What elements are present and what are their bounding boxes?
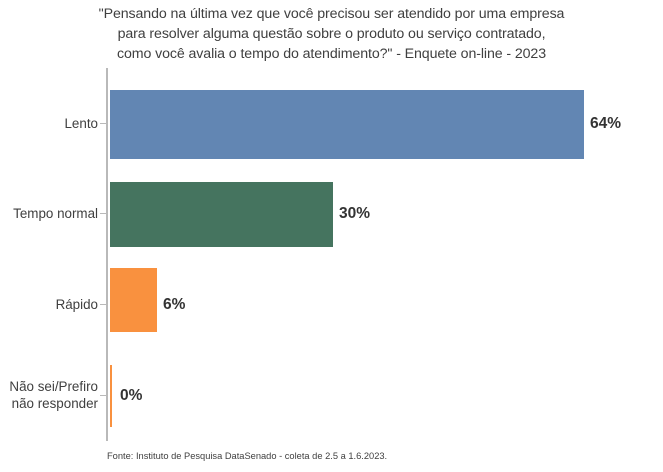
y-axis-label-nao-sei-line-2: não responder [11,396,98,411]
y-axis-tick-tempo-normal [100,213,106,214]
y-axis-label-rapido: Rápido [55,297,98,312]
y-axis-tick-lento [100,123,106,124]
y-axis-line [106,68,108,441]
y-axis-tick-rapido [100,304,106,305]
source-note: Fonte: Instituto de Pesquisa DataSenado … [107,451,388,461]
bar-nao-sei [110,365,112,427]
chart-title: "Pensando na última vez que você preciso… [0,4,663,64]
bar-tempo-normal [110,182,333,247]
chart-title-line-1: "Pensando na última vez que você preciso… [98,6,565,22]
y-axis-tick-nao-sei [100,395,106,396]
y-axis-label-lento: Lento [64,116,98,131]
bar-value-lento: 64% [590,115,622,132]
bar-value-nao-sei: 0% [120,387,143,404]
y-axis-label-nao-sei: Não sei/Prefiro não responder [9,378,98,412]
y-axis-label-tempo-normal: Tempo normal [13,206,98,221]
bar-rapido [110,268,157,332]
chart-title-line-2: para resolver alguma questão sobre o pro… [117,26,546,42]
bar-lento [110,90,584,159]
bar-value-rapido: 6% [163,296,186,313]
y-axis-label-nao-sei-line-1: Não sei/Prefiro [9,379,98,394]
chart-title-line-3: como você avalia o tempo do atendimento?… [116,46,547,62]
bar-value-tempo-normal: 30% [339,205,371,222]
